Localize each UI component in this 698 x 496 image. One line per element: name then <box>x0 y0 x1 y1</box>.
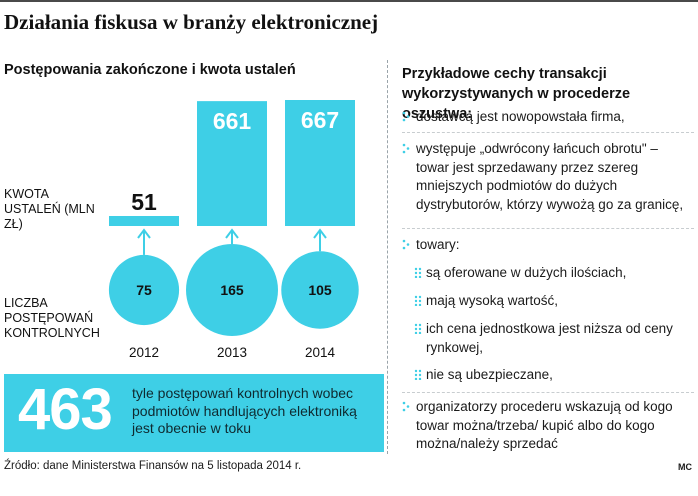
author-credit: MC <box>678 462 692 472</box>
dots-bullet-icon <box>402 143 410 154</box>
list-item: organizatorzy procederu wskazują od kogo… <box>402 398 694 454</box>
arrow-up-icon <box>313 228 327 239</box>
count-circle <box>281 251 359 329</box>
amount-bar <box>197 101 267 226</box>
count-label: 105 <box>308 282 332 298</box>
source-note: Źródło: dane Ministerstwa Finansów na 5 … <box>4 460 302 472</box>
count-row-label: LICZBA POSTĘPOWAŃ KONTROLNYCH <box>4 296 100 340</box>
arrow-up-icon <box>225 228 239 239</box>
dots-bullet-icon <box>402 239 410 250</box>
dots-bullet-icon <box>414 295 422 306</box>
banner-number: 463 <box>18 377 113 442</box>
sub-list-item: nie są ubezpieczane, <box>414 366 694 385</box>
dots-bullet-icon <box>414 323 422 334</box>
list-item-text: towary: <box>416 237 460 252</box>
count-label: 165 <box>220 282 244 298</box>
page-title: Działania fiskusa w branży elektroniczne… <box>4 10 379 34</box>
count-circle <box>108 254 180 326</box>
year-tick-label: 2014 <box>305 345 336 360</box>
amount-bar <box>285 100 355 226</box>
amount-row-label: KWOTA USTALEŃ (MLN ZŁ) <box>4 187 95 231</box>
divider <box>402 392 694 393</box>
count-label: 75 <box>136 282 152 298</box>
amount-label: 51 <box>131 189 157 215</box>
sub-list-item-text: ich cena jednostkowa jest niższa od ceny… <box>426 321 673 355</box>
dots-bullet-icon <box>402 111 410 122</box>
dots-bullet-icon <box>414 267 422 278</box>
arrow-up-icon <box>137 228 151 239</box>
list-item: występuje „odwrócony łańcuch obrotu" – t… <box>402 140 694 214</box>
list-item: towary: <box>402 236 694 255</box>
sub-list-item-text: są oferowane w dużych ilościach, <box>426 265 627 280</box>
divider <box>402 132 694 133</box>
column-divider <box>387 60 388 454</box>
sub-list-item-text: mają wysoką wartość, <box>426 293 559 308</box>
amount-bar <box>109 216 179 226</box>
count-circle <box>186 244 278 336</box>
top-rule <box>0 0 698 2</box>
list-item-text: dostawcą jest nowopowstała firma, <box>416 109 625 124</box>
divider <box>402 228 694 229</box>
dots-bullet-icon <box>414 369 422 380</box>
banner-text: tyle postępowań kontrolnych wobec podmio… <box>132 385 357 436</box>
sub-list-item: mają wysoką wartość, <box>414 292 694 311</box>
list-item-text: organizatorzy procederu wskazują od kogo… <box>416 399 673 451</box>
chart-subtitle: Postępowania zakończone i kwota ustaleń <box>4 62 296 78</box>
year-tick-label: 2013 <box>217 345 247 360</box>
sub-list-item: ich cena jednostkowa jest niższa od ceny… <box>414 320 694 357</box>
year-tick-label: 2012 <box>129 345 159 360</box>
chart-area: 51 75 2012 661 165 2013 667 105 2014 <box>108 100 359 360</box>
right-panel-title: Przykładowe cechy transakcji wykorzystyw… <box>402 66 631 122</box>
list-item-text: występuje „odwrócony łańcuch obrotu" – t… <box>416 141 684 212</box>
summary-banner: 463 tyle postępowań kontrolnych wobec po… <box>4 374 384 452</box>
sub-list-item: są oferowane w dużych ilościach, <box>414 264 694 283</box>
amount-label: 667 <box>301 107 339 133</box>
amount-label: 661 <box>213 108 252 134</box>
sub-list-item-text: nie są ubezpieczane, <box>426 367 553 382</box>
list-item: dostawcą jest nowopowstała firma, <box>402 108 694 127</box>
dots-bullet-icon <box>402 401 410 412</box>
